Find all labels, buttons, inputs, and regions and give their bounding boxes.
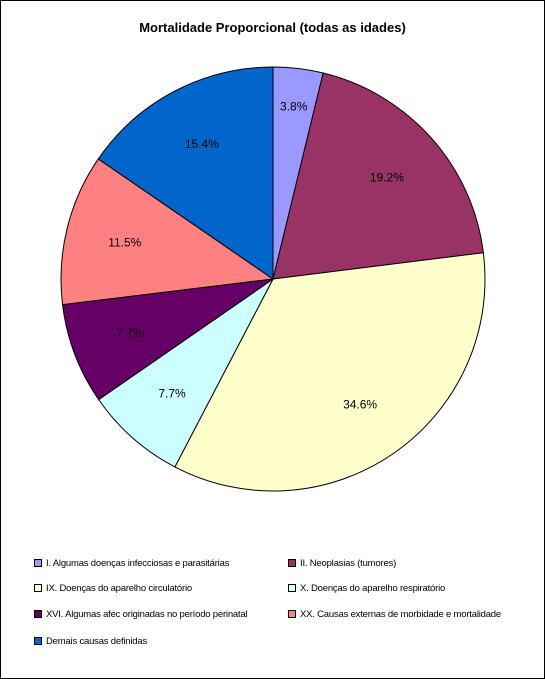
- slice-label-6: 11.5%: [108, 236, 141, 250]
- pie-slice-3: [174, 252, 486, 492]
- slice-label-2: 19.2%: [370, 170, 404, 184]
- slice-label-7: 15.4%: [185, 137, 219, 151]
- slice-label-1: 3.8%: [280, 99, 308, 113]
- slice-label-5: 7.7%: [117, 326, 145, 340]
- pie-slice-5: [61, 278, 274, 401]
- slice-label-4: 7.7%: [158, 386, 186, 400]
- chart-title: Mortalidade Proporcional (todas as idade…: [139, 20, 406, 35]
- pie-slice-2: [272, 72, 484, 280]
- slice-label-3: 34.6%: [343, 397, 377, 411]
- pie-slice-6: [60, 158, 275, 306]
- pie-slice-7: [97, 66, 274, 280]
- pie-slice-4: [97, 278, 274, 468]
